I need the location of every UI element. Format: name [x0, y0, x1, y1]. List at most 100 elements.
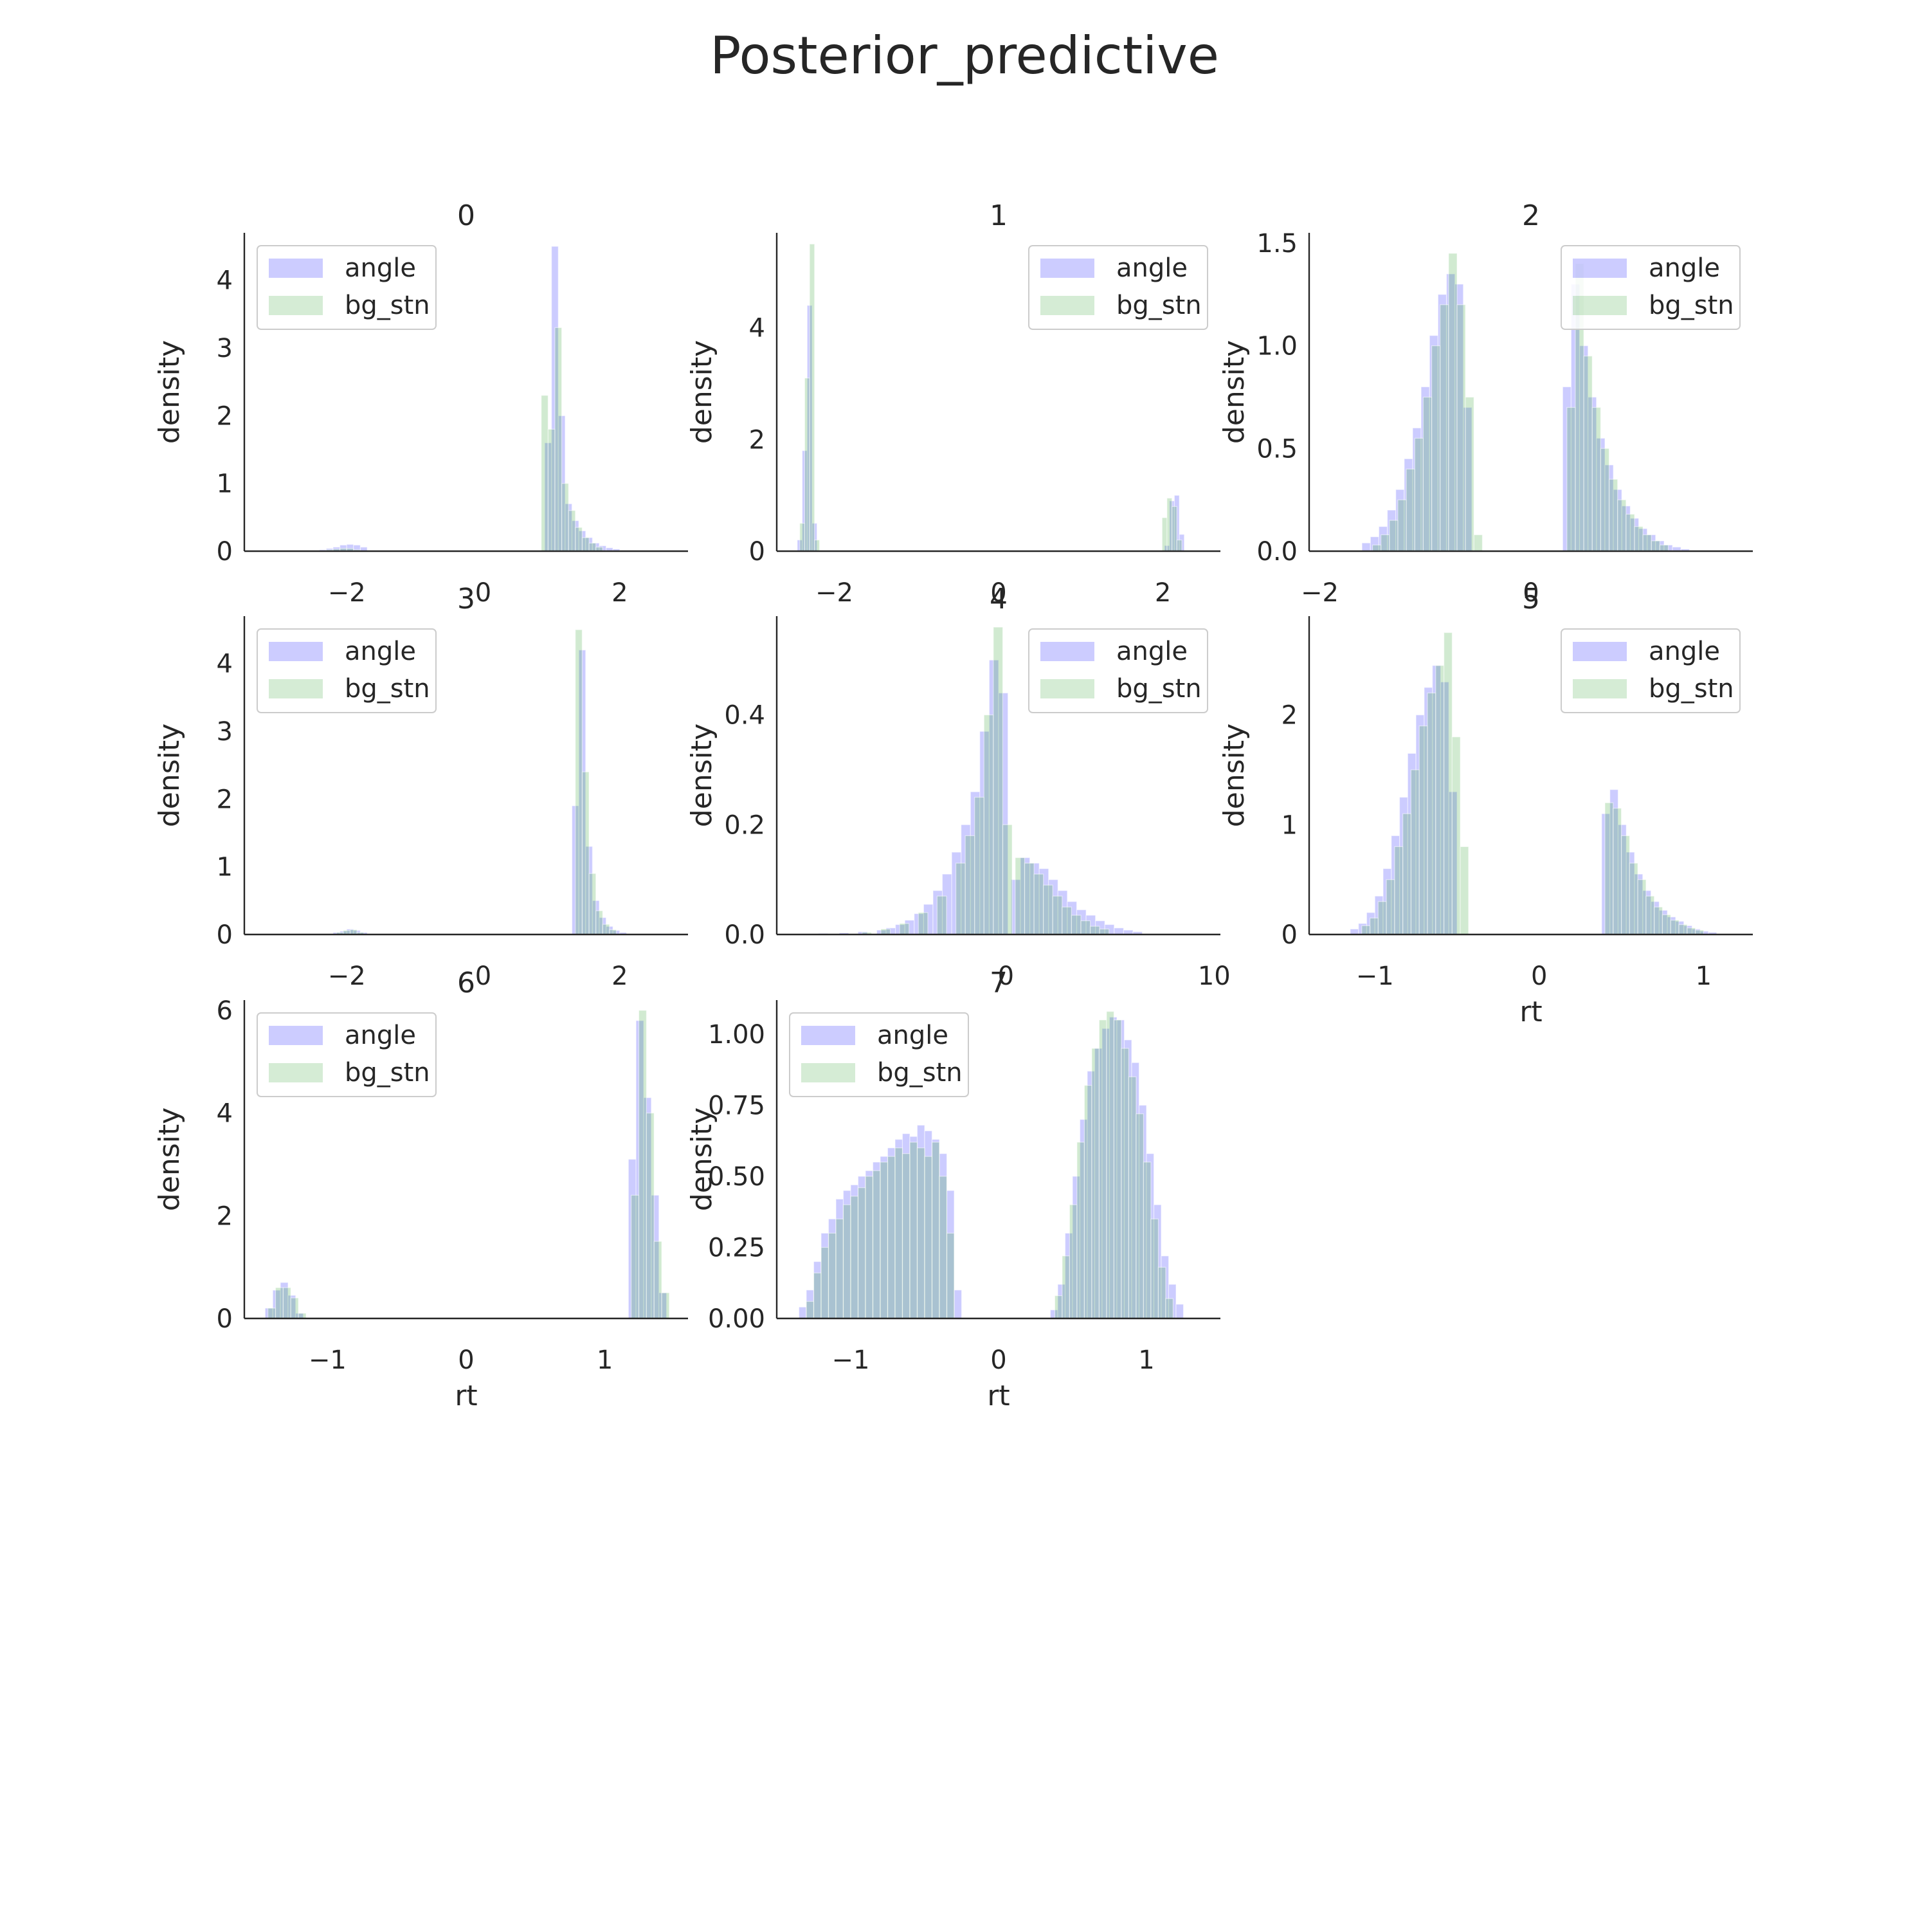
y-tick-label: 1.0 — [1256, 332, 1298, 361]
y-tick-label: 1 — [217, 469, 233, 499]
histogram-bar-bg_stn — [809, 243, 815, 551]
x-tick-label: 0 — [998, 961, 1014, 991]
histogram-bar-bg_stn — [880, 1162, 889, 1318]
x-tick-label: 2 — [1155, 578, 1171, 608]
x-tick-label: −2 — [328, 578, 366, 608]
histogram-bar-bg_stn — [1080, 920, 1091, 934]
histogram-bar-bg_stn — [1370, 917, 1379, 934]
subplot-1: 0 2 4 −2 0 2 1 density angle bg_stn — [685, 199, 1220, 608]
histogram-bar-angle — [1114, 927, 1125, 934]
histogram-bar-bg_stn — [1621, 835, 1631, 934]
legend-frame — [1561, 628, 1741, 713]
histogram-bar-bg_stn — [1171, 506, 1177, 551]
histogram-bar-bg_stn — [1176, 539, 1182, 551]
histogram-bar-bg_stn — [1397, 499, 1407, 551]
legend-label-bg_stn: bg_stn — [1116, 291, 1202, 320]
histogram-bar-bg_stn — [1431, 345, 1441, 551]
histogram-bar-bg_stn — [842, 1204, 851, 1318]
legend-label-angle: angle — [1116, 253, 1188, 283]
histogram-bar-bg_stn — [899, 923, 910, 934]
bars-group — [1361, 253, 1690, 551]
histogram-bar-bg_stn — [602, 924, 610, 934]
legend-label-angle: angle — [1649, 253, 1720, 283]
subplot-4: 0.0 0.2 0.4 0 10 4 density angle bg_stn — [685, 583, 1231, 991]
histogram-bar-bg_stn — [1451, 736, 1461, 934]
histogram-bar-bg_stn — [835, 1218, 844, 1318]
histogram-bar-bg_stn — [638, 1010, 647, 1318]
histogram-bar-bg_stn — [887, 1156, 896, 1318]
subplot-title: 7 — [990, 967, 1008, 999]
legend: angle bg_stn — [1561, 628, 1741, 713]
y-tick-label: 0 — [217, 920, 233, 950]
histogram-bar-angle — [998, 692, 1009, 934]
histogram-bar-bg_stn — [1465, 396, 1474, 551]
x-axis-label: rt — [987, 1380, 1010, 1412]
x-tick-label: −2 — [815, 578, 853, 608]
y-tick-label: 2 — [1281, 701, 1298, 731]
legend-swatch-bg_stn — [1573, 296, 1627, 315]
x-tick-label: 2 — [611, 578, 628, 608]
histogram-bar-bg_stn — [1165, 1298, 1174, 1318]
legend-label-angle: angle — [1116, 637, 1188, 666]
histogram-bar-bg_stn — [1381, 534, 1390, 551]
histogram-bar-bg_stn — [1157, 1266, 1166, 1318]
histogram-bar-bg_stn — [1444, 632, 1453, 934]
legend-frame — [257, 1012, 437, 1097]
histogram-bar-bg_stn — [901, 1153, 910, 1318]
y-tick-label: 0 — [217, 537, 233, 567]
y-tick-label: 2 — [217, 785, 233, 814]
bars-group — [319, 246, 620, 551]
histogram-bar-bg_stn — [1456, 304, 1466, 551]
y-tick-label: 4 — [749, 314, 765, 343]
y-tick-label: 1.00 — [708, 1020, 765, 1050]
histogram-bar-bg_stn — [931, 1142, 940, 1318]
histogram-bar-angle — [954, 1290, 963, 1318]
histogram-bar-bg_stn — [1377, 901, 1387, 934]
histogram-bar-bg_stn — [1604, 802, 1614, 934]
legend-swatch-angle — [1040, 259, 1094, 278]
legend-frame — [257, 628, 437, 713]
histogram-bar-bg_stn — [974, 796, 984, 934]
bars-group — [798, 1011, 1184, 1318]
histogram-bar-bg_stn — [1071, 915, 1082, 934]
histogram-bar-bg_stn — [804, 378, 810, 551]
legend-label-angle: angle — [345, 253, 416, 283]
y-tick-label: 0.25 — [708, 1234, 765, 1263]
histogram-bar-bg_stn — [1662, 914, 1671, 934]
histogram-bar-bg_stn — [1076, 1142, 1085, 1318]
histogram-bar-bg_stn — [581, 537, 590, 551]
histogram-bar-bg_stn — [595, 547, 603, 551]
y-tick-label: 0 — [1281, 920, 1298, 950]
histogram-bar-bg_stn — [1687, 927, 1696, 934]
histogram-bar-bg_stn — [1372, 544, 1382, 551]
y-tick-label: 2 — [217, 401, 233, 431]
histogram-bar-bg_stn — [1617, 499, 1627, 551]
histogram-bar-bg_stn — [1406, 468, 1415, 551]
histogram-bar-bg_stn — [1670, 920, 1680, 934]
histogram-bar-bg_stn — [1015, 857, 1026, 934]
y-tick-label: 0.0 — [1256, 537, 1298, 567]
legend: angle bg_stn — [1028, 628, 1208, 713]
histogram-bar-bg_stn — [1161, 517, 1168, 551]
histogram-bar-bg_stn — [1583, 355, 1593, 551]
y-axis-label: density — [1218, 340, 1251, 444]
legend-swatch-bg_stn — [269, 1063, 323, 1082]
histogram-bar-bg_stn — [595, 910, 603, 934]
histogram-bar-bg_stn — [828, 1232, 837, 1318]
legend-label-bg_stn: bg_stn — [1649, 291, 1734, 320]
histogram-bar-bg_stn — [1062, 1255, 1071, 1318]
x-tick-label: 0 — [1523, 578, 1539, 608]
histogram-bar-bg_stn — [955, 862, 966, 934]
subplot-2: 0.0 0.5 1.0 1.5 −2 0 2 density angle bg_stn — [1218, 199, 1753, 608]
histogram-bar-bg_stn — [1136, 1113, 1145, 1318]
histogram-bar-bg_stn — [1642, 534, 1652, 551]
legend-swatch-bg_stn — [1040, 296, 1094, 315]
legend-swatch-angle — [1040, 642, 1094, 661]
histogram-bar-bg_stn — [1418, 725, 1428, 934]
histogram-bar-bg_stn — [983, 714, 994, 934]
histogram-bar-bg_stn — [918, 912, 928, 934]
histogram-bar-bg_stn — [1099, 928, 1110, 934]
x-tick-label: 0 — [990, 578, 1006, 608]
histogram-bar-bg_stn — [1651, 540, 1661, 551]
